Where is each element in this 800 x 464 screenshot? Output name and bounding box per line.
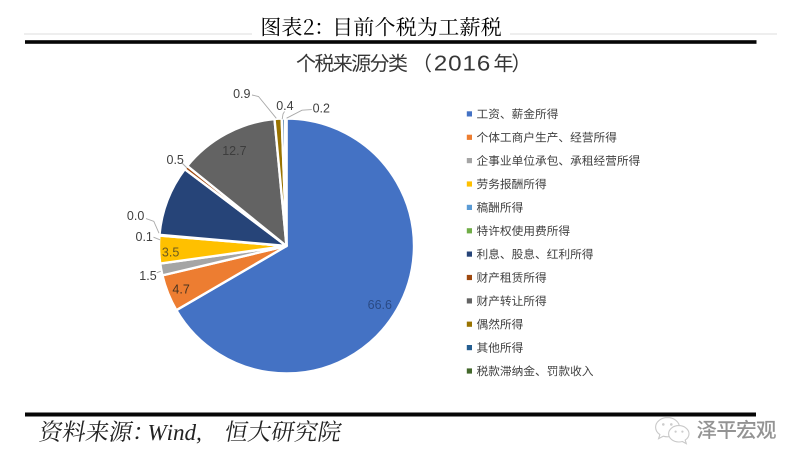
svg-text:1.5: 1.5 (139, 269, 156, 283)
svg-text:3.5: 3.5 (162, 245, 179, 259)
svg-text:0.1: 0.1 (136, 230, 153, 244)
svg-text:0.4: 0.4 (276, 99, 293, 113)
svg-text:0.9: 0.9 (233, 87, 250, 101)
svg-text:12.7: 12.7 (222, 144, 246, 158)
svg-text:0.2: 0.2 (313, 102, 330, 116)
svg-text:66.6: 66.6 (368, 298, 392, 312)
svg-text:0.5: 0.5 (167, 153, 184, 167)
svg-text:0.0: 0.0 (127, 209, 144, 223)
svg-text:4.7: 4.7 (172, 283, 189, 297)
